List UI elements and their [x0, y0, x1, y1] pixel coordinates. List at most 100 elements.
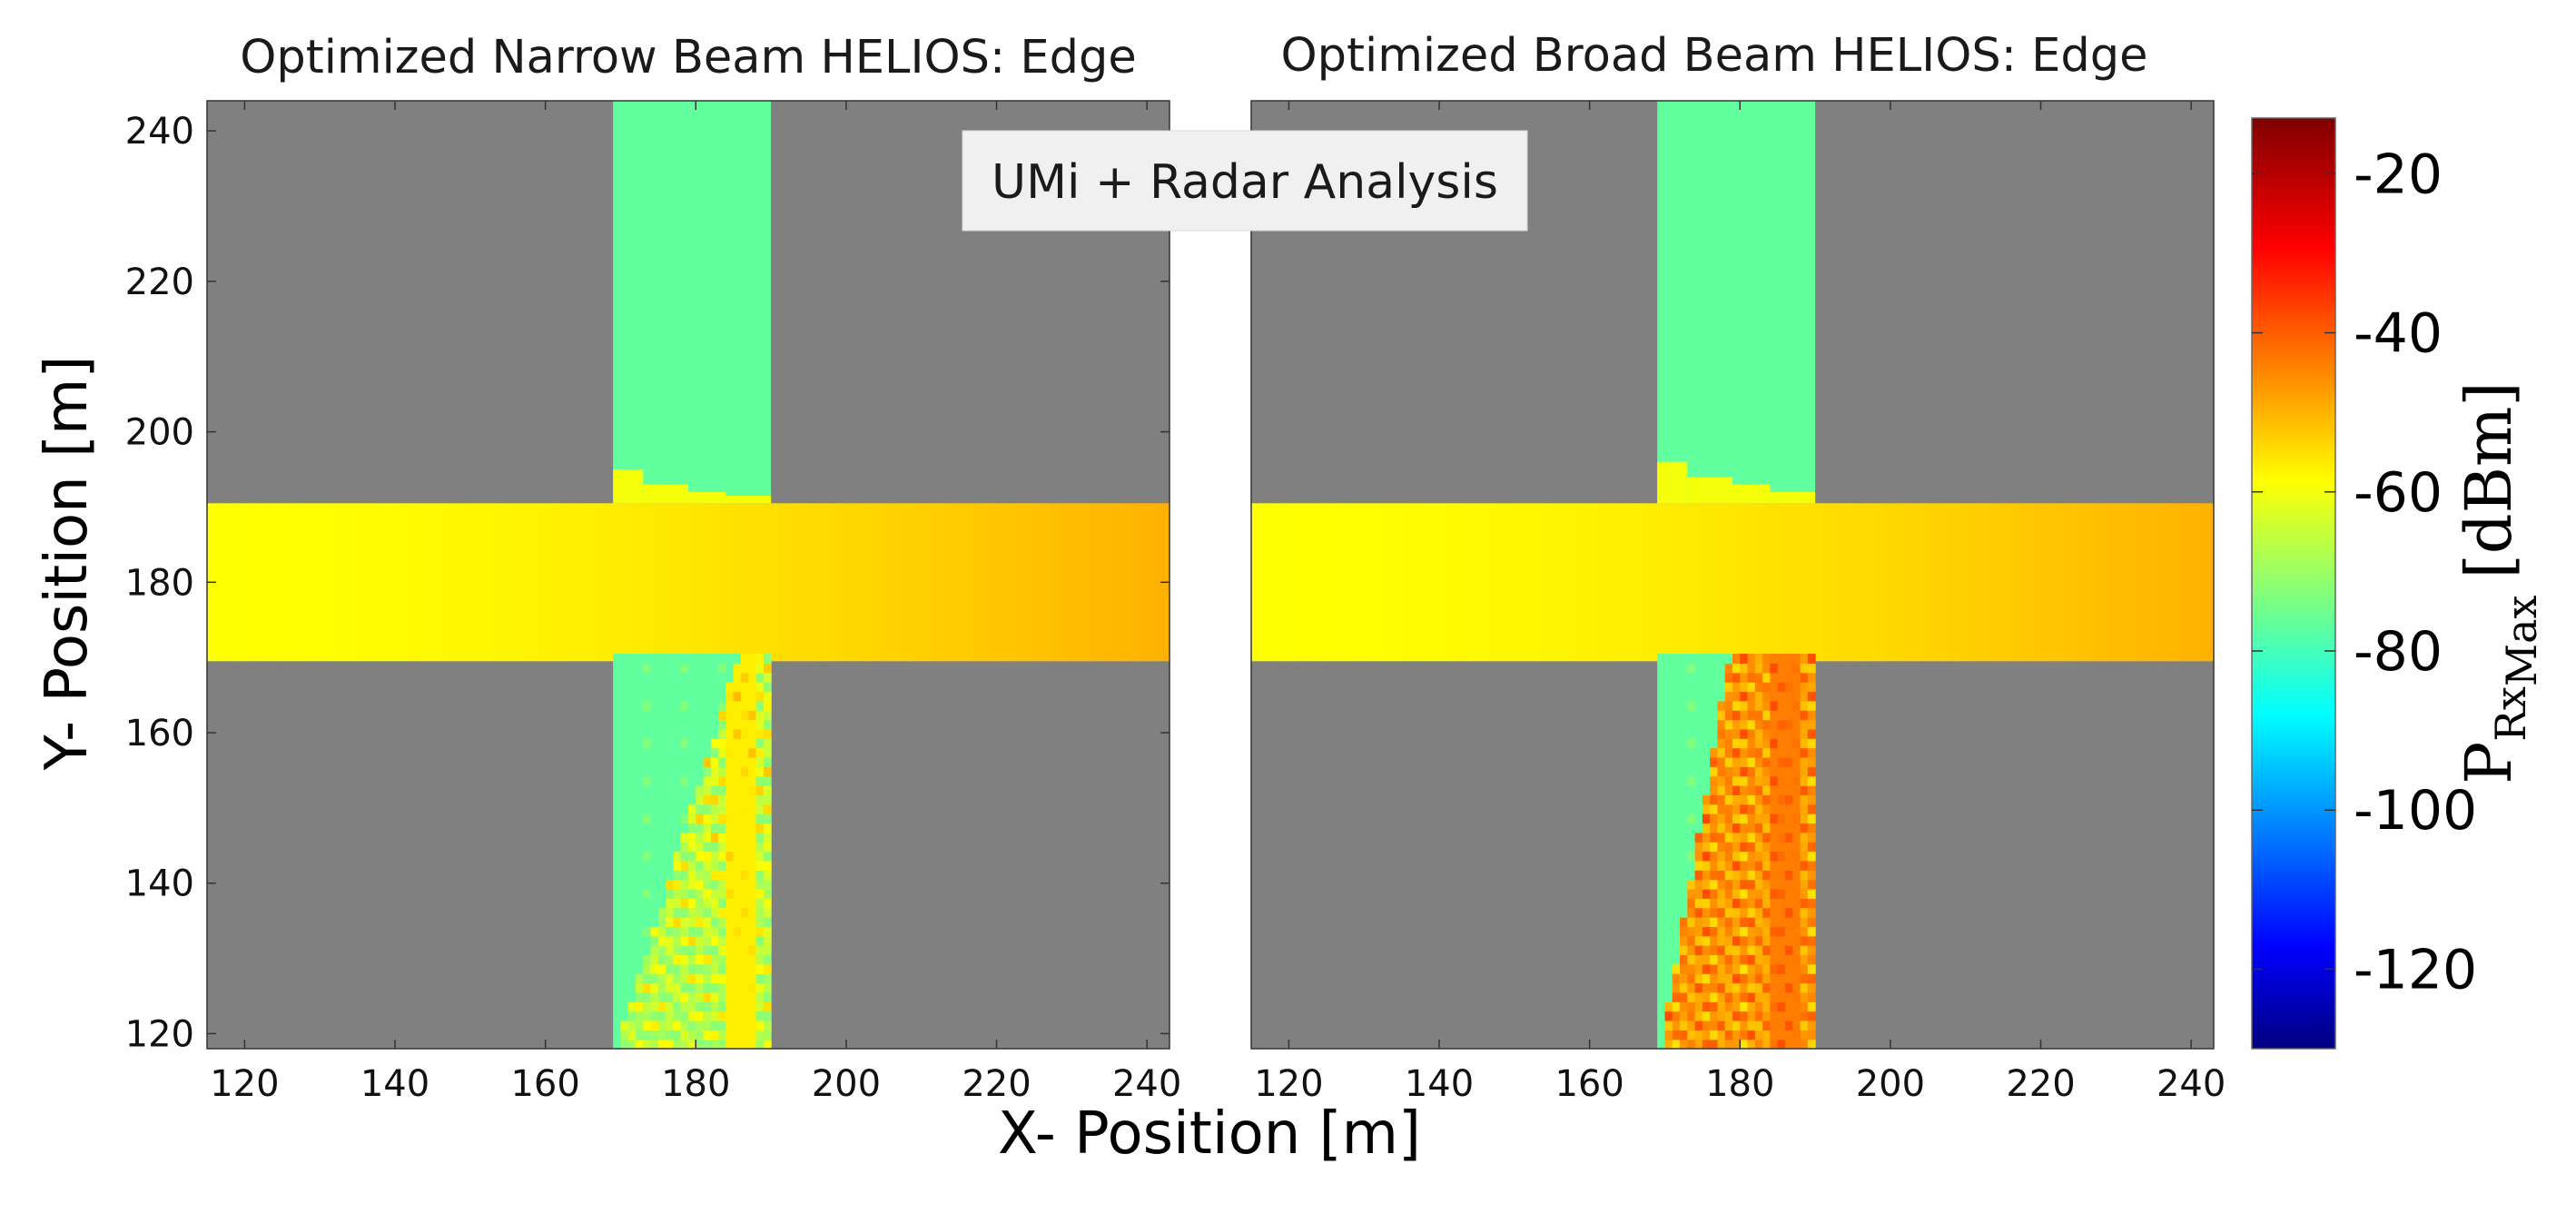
coverage-cell [718, 842, 727, 853]
coverage-cell [1762, 766, 1772, 777]
horizontal-road-cell [357, 503, 373, 662]
coverage-cell [1664, 728, 1673, 739]
coverage-cell [755, 1039, 765, 1049]
coverage-cell [755, 1020, 765, 1031]
horizontal-road-cell [1672, 503, 1689, 662]
coverage-cell [1762, 814, 1772, 824]
coverage-cell [1724, 1020, 1733, 1031]
horizontal-road-cell [868, 503, 885, 662]
horizontal-road-cell [1416, 503, 1433, 662]
coverage-cell [1657, 794, 1666, 805]
coverage-cell [1732, 1030, 1741, 1041]
coverage-cell [1792, 860, 1801, 871]
coverage-cell [703, 663, 712, 674]
coverage-cell [636, 935, 644, 946]
coverage-cell [680, 710, 689, 721]
horizontal-road-cell [2093, 503, 2109, 662]
coverage-cell [1687, 738, 1696, 749]
coverage-cell [1657, 991, 1666, 1002]
coverage-cell [666, 775, 675, 786]
coverage-cell [1800, 766, 1809, 777]
y-tick-label: 240 [125, 111, 194, 153]
coverage-cell [1687, 860, 1696, 871]
coverage-cell [748, 785, 757, 795]
coverage-cell [1687, 973, 1696, 984]
coverage-cell [688, 860, 696, 871]
coverage-cell [673, 691, 682, 702]
coverage-cell [643, 794, 652, 805]
coverage-cell [733, 747, 742, 758]
coverage-cell [627, 935, 637, 946]
coverage-cell [740, 1030, 749, 1041]
coverage-cell [643, 935, 652, 946]
coverage-cell [696, 1039, 705, 1049]
coverage-cell [1694, 973, 1703, 984]
coverage-cell [1724, 700, 1733, 711]
horizontal-road-cell [2168, 503, 2185, 662]
coverage-cell [1694, 963, 1703, 974]
coverage-cell [666, 935, 675, 946]
coverage-cell [636, 1001, 644, 1012]
coverage-cell [710, 991, 719, 1002]
coverage-cell [657, 1020, 666, 1031]
coverage-cell [620, 917, 629, 927]
horizontal-road-cell [2183, 503, 2200, 662]
coverage-cell [1732, 1020, 1741, 1031]
coverage-cell [763, 898, 772, 909]
coverage-cell [725, 814, 735, 824]
coverage-cell [613, 926, 622, 937]
coverage-cell [763, 663, 772, 674]
coverage-cell [673, 945, 682, 956]
coverage-cell [1702, 1011, 1711, 1021]
coverage-cell [643, 814, 652, 824]
coverage-cell [1807, 879, 1816, 890]
coverage-cell [1770, 917, 1779, 927]
coverage-cell [703, 672, 712, 683]
coverage-cell [1680, 823, 1688, 833]
coverage-cell [627, 823, 637, 833]
coverage-cell [1664, 842, 1673, 853]
coverage-cell [1784, 870, 1793, 881]
coverage-cell [627, 842, 637, 853]
coverage-cell [1657, 738, 1666, 749]
coverage-cell [1747, 1039, 1756, 1049]
coverage-cell [620, 719, 629, 730]
coverage-cell [733, 814, 742, 824]
coverage-cell [636, 663, 644, 674]
horizontal-road-cell [222, 503, 238, 662]
coverage-cell [1740, 945, 1749, 956]
coverage-cell [1740, 888, 1749, 899]
coverage-cell [763, 870, 772, 881]
coverage-cell [1784, 804, 1793, 814]
coverage-cell [1784, 756, 1793, 767]
coverage-cell [710, 654, 719, 664]
coverage-cell [1724, 982, 1733, 993]
coverage-cell [680, 691, 689, 702]
coverage-cell [1687, 794, 1696, 805]
coverage-cell [636, 710, 644, 721]
coverage-cell [740, 954, 749, 965]
coverage-cell [1754, 917, 1763, 927]
coverage-cell [748, 973, 757, 984]
coverage-cell [688, 1020, 696, 1031]
coverage-cell [613, 1001, 622, 1012]
coverage-cell [680, 672, 689, 683]
coverage-cell [740, 1011, 749, 1021]
coverage-cell [673, 870, 682, 881]
coverage-cell [696, 851, 705, 862]
horizontal-road-cell [943, 503, 960, 662]
coverage-cell [1784, 785, 1793, 795]
coverage-cell [718, 1011, 727, 1021]
coverage-cell [1754, 663, 1763, 674]
horizontal-road-cell [508, 503, 524, 662]
coverage-cell [627, 785, 637, 795]
coverage-cell [1694, 700, 1703, 711]
coverage-cell [1664, 1039, 1673, 1049]
coverage-cell [710, 973, 719, 984]
coverage-cell [1800, 935, 1809, 946]
coverage-cell [1687, 804, 1696, 814]
coverage-cell [680, 1030, 689, 1041]
coverage-cell [1740, 860, 1749, 871]
coverage-cell [1784, 851, 1793, 862]
coverage-cell [1717, 747, 1726, 758]
